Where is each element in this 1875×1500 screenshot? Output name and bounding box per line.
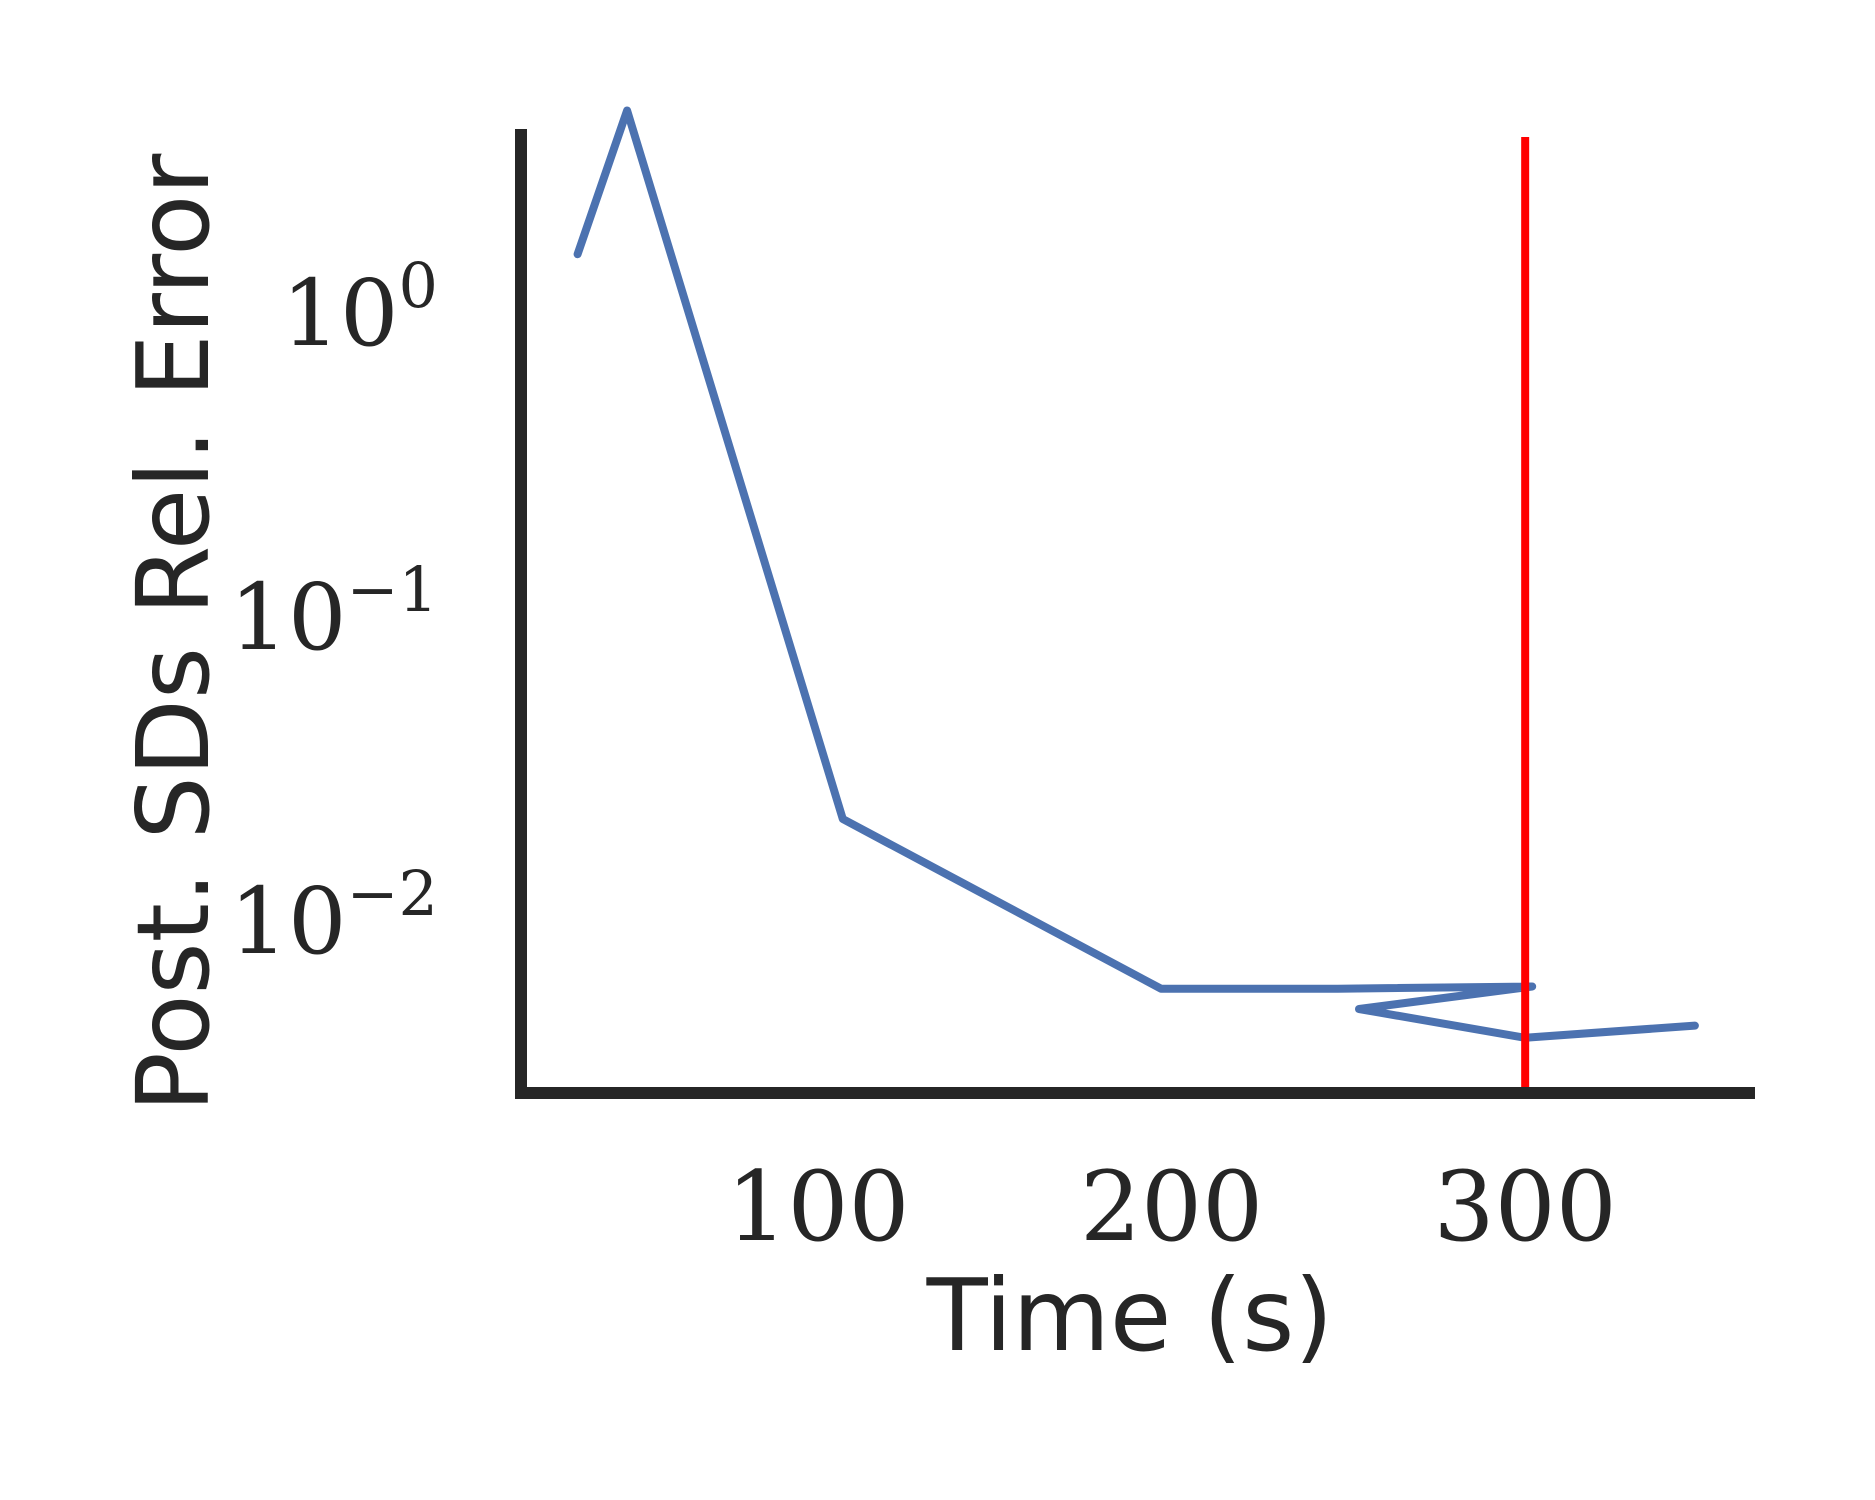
y-tick-label: 100 [281, 249, 438, 367]
y-tick-labels: 100 10−1 10−2 [230, 249, 438, 975]
x-tick-label: 300 [1434, 1151, 1617, 1263]
y-tick-label: 10−1 [230, 553, 438, 671]
series-line-0 [573, 106, 1699, 1042]
y-tick-label: 10−2 [230, 857, 438, 975]
x-axis-label: Time (s) [926, 1257, 1334, 1374]
plot-area [573, 106, 1699, 1093]
x-tick-label: 200 [1080, 1151, 1263, 1263]
x-tick-labels: 100 200 300 [726, 1151, 1616, 1263]
y-axis-label: Post. SDs Rel. Error [115, 153, 232, 1113]
x-tick-label: 100 [726, 1151, 909, 1263]
axes [515, 129, 1755, 1099]
